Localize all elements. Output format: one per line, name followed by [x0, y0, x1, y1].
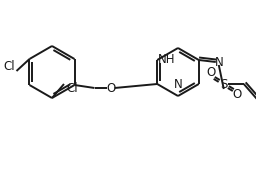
Text: S: S: [220, 78, 228, 91]
Text: Cl: Cl: [66, 82, 78, 95]
Text: NH: NH: [157, 53, 175, 66]
Text: N: N: [215, 55, 223, 68]
Text: O: O: [106, 81, 115, 94]
Text: O: O: [206, 66, 215, 79]
Text: N: N: [174, 78, 182, 91]
Text: Cl: Cl: [4, 60, 15, 73]
Text: O: O: [232, 89, 241, 102]
